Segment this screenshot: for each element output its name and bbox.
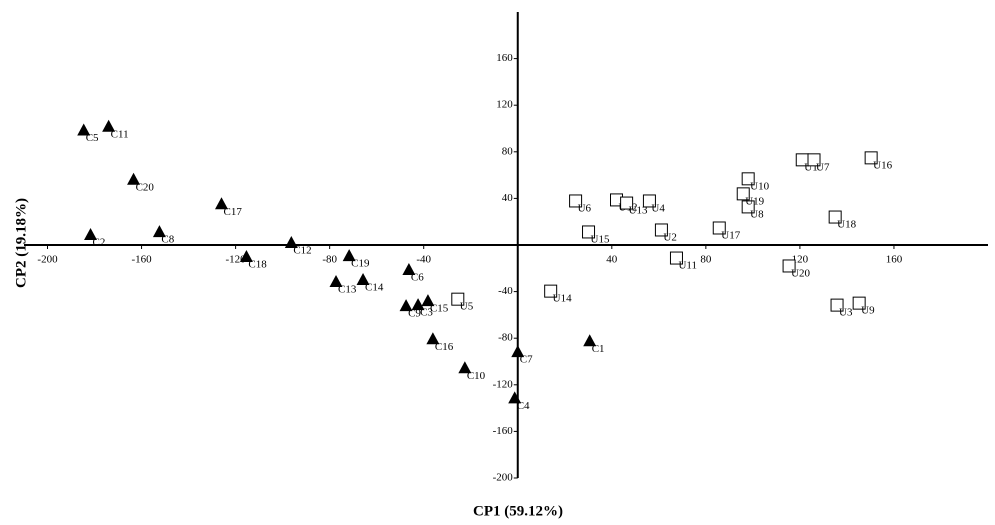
square-marker <box>830 298 844 312</box>
point-label: C5 <box>86 132 99 144</box>
x-tick-label: 160 <box>886 254 903 266</box>
point-label: C19 <box>351 258 370 270</box>
square-marker <box>712 221 726 235</box>
point-label: U15 <box>591 233 610 245</box>
square-marker <box>620 196 634 210</box>
square-marker <box>741 172 755 186</box>
square-marker <box>582 225 596 239</box>
square-marker <box>807 153 821 167</box>
point-label: U5 <box>460 301 474 313</box>
point-label: U3 <box>839 307 853 319</box>
triangle-marker <box>152 225 166 238</box>
point-label: C2 <box>93 237 106 249</box>
square-marker <box>544 284 558 298</box>
triangle-marker <box>102 119 116 132</box>
point-label: U7 <box>816 161 830 173</box>
y-axis-title: CP2 (19.18%) <box>13 198 29 288</box>
square-marker <box>736 187 750 201</box>
y-tick-label: 160 <box>496 52 513 64</box>
y-tick-label: -120 <box>493 378 514 390</box>
square-marker <box>864 151 878 165</box>
x-tick-label: -200 <box>37 254 58 266</box>
point-label: U18 <box>837 219 856 231</box>
triangle-marker <box>458 361 472 374</box>
triangle-marker <box>402 263 416 276</box>
triangle-marker <box>583 334 597 347</box>
point-label: U2 <box>663 232 676 244</box>
point-label: C3 <box>420 307 433 319</box>
point-label: C9 <box>408 308 421 320</box>
x-axis-title: CP1 (59.12%) <box>473 503 563 519</box>
point-label: C7 <box>520 354 533 366</box>
triangle-marker <box>77 123 91 136</box>
point-label: U6 <box>578 202 592 214</box>
triangle-marker <box>239 249 253 262</box>
triangle-marker <box>215 197 229 210</box>
point-label: C14 <box>365 281 384 293</box>
y-tick-label: -160 <box>493 425 514 437</box>
point-label: U11 <box>678 260 697 272</box>
triangle-marker <box>84 227 98 240</box>
triangle-marker <box>426 332 440 345</box>
point-label: C8 <box>161 234 174 246</box>
point-label: C10 <box>467 370 486 382</box>
point-label: U14 <box>553 293 572 305</box>
point-label: U13 <box>629 205 648 217</box>
triangle-marker <box>421 294 435 307</box>
y-tick-label: 40 <box>502 192 514 204</box>
square-marker <box>782 259 796 273</box>
y-tick-label: 80 <box>502 145 514 157</box>
point-label: C17 <box>224 206 243 218</box>
triangle-marker <box>411 298 425 311</box>
x-tick-label: -40 <box>416 254 431 266</box>
triangle-marker <box>399 299 413 312</box>
triangle-marker <box>342 249 356 262</box>
point-label: U10 <box>750 180 769 192</box>
triangle-marker <box>511 345 525 358</box>
x-tick-label: -160 <box>131 254 152 266</box>
point-label: U9 <box>861 305 875 317</box>
point-label: U8 <box>750 208 764 220</box>
square-marker <box>852 296 866 310</box>
y-tick-label: 120 <box>496 99 513 111</box>
x-tick-label: -80 <box>322 254 337 266</box>
y-tick-label: -200 <box>493 472 514 484</box>
point-label: U16 <box>873 159 892 171</box>
point-label: C12 <box>293 245 311 257</box>
triangle-marker <box>284 236 298 249</box>
point-label: C18 <box>248 259 267 271</box>
y-tick-label: -40 <box>498 285 513 297</box>
point-label: C6 <box>411 272 424 284</box>
square-marker <box>642 194 656 208</box>
point-label: C4 <box>517 400 530 412</box>
square-marker <box>451 292 465 306</box>
point-label: U17 <box>721 230 740 242</box>
triangle-marker <box>356 272 370 285</box>
x-tick-label: -120 <box>226 254 247 266</box>
point-label: C13 <box>338 284 357 296</box>
y-tick-label: -80 <box>498 332 513 344</box>
point-label: U4 <box>651 202 665 214</box>
square-marker <box>669 251 683 265</box>
point-label: U19 <box>745 195 764 207</box>
point-label: C1 <box>592 343 605 355</box>
point-label: C16 <box>435 341 454 353</box>
point-label: U20 <box>791 268 810 280</box>
point-label: C11 <box>111 128 129 140</box>
x-tick-label: 40 <box>606 254 618 266</box>
triangle-marker <box>127 172 141 185</box>
x-tick-label: 120 <box>792 254 809 266</box>
point-label: C15 <box>430 303 449 315</box>
triangle-marker <box>329 275 343 288</box>
square-marker <box>569 194 583 208</box>
square-marker <box>654 223 668 237</box>
square-marker <box>741 200 755 214</box>
triangle-marker <box>508 391 522 404</box>
point-label: C20 <box>136 181 155 193</box>
x-tick-label: 80 <box>700 254 712 266</box>
square-marker <box>828 210 842 224</box>
